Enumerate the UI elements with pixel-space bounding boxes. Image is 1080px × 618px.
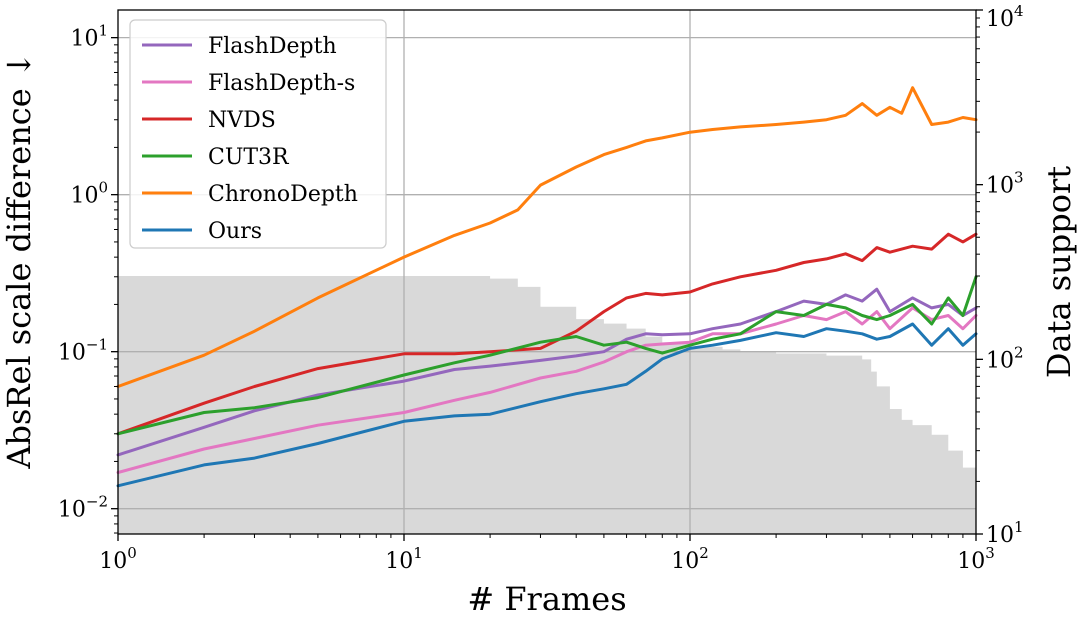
x-tick-label: 100 [99,544,137,574]
series-lines [116,86,978,488]
legend: FlashDepth FlashDepth-s NVDS CUT3R ChronoDep… [129,19,387,249]
x-tick-label: 101 [385,544,423,574]
x-axis-label: # Frames [467,580,626,618]
y2-axis-label: Data support [1040,166,1078,378]
data-support-area [118,275,976,534]
y2-tick-label: 104 [986,2,1024,32]
y-axis-label: AbsRel scale difference ↓ [0,51,38,469]
legend-label: Ours [208,219,262,244]
series-line-flashdepth-s [116,306,978,474]
series-line-chronodepth [116,86,978,388]
legend-label: FlashDepth-s [208,71,355,96]
series-line-flashdepth [116,287,978,457]
y2-tick-label: 101 [986,518,1024,548]
y2-tick-label: 103 [986,169,1024,199]
plot-frame [117,9,977,535]
legend-label: NVDS [208,108,276,133]
legend-label: CUT3R [208,145,290,170]
series-line-ours [116,322,978,488]
axis-ticks: 100 101 102 103 10−2 10−1 100 101 101 102 103 104 [58,2,1024,574]
y-tick-label: 10−2 [58,493,108,523]
data-support-bars [118,275,976,534]
y-tick-label: 10−1 [58,336,108,366]
y-tick-label: 100 [70,179,108,209]
x-tick-label: 102 [671,544,709,574]
legend-label: FlashDepth [208,34,337,59]
x-tick-label: 103 [957,544,995,574]
legend-label: ChronoDepth [208,182,358,207]
y2-tick-label: 102 [986,343,1024,373]
y-tick-label: 101 [70,22,108,52]
series-line-cut3r [116,275,978,436]
series-line-nvds [116,232,978,436]
legend-box [129,19,387,249]
